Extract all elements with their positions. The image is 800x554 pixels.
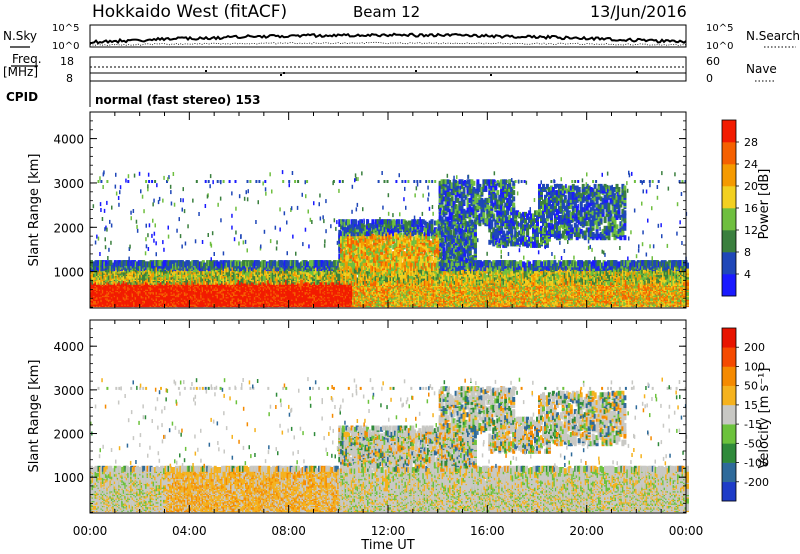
- freq-unit-label: [MHz]: [3, 65, 38, 79]
- nsearch-tick-top: 10^5: [706, 23, 733, 34]
- nsky-panel: N.Sky 10^5 10^0 10^5 10^0 N.Search: [3, 23, 800, 52]
- beam-label: Beam 12: [353, 3, 420, 21]
- freq-label: Freq.: [12, 52, 42, 66]
- nsearch-tick-bottom: 10^0: [706, 41, 733, 52]
- date-label: 13/Jun/2016: [590, 2, 687, 21]
- cpid-label: CPID: [6, 90, 38, 104]
- nsearch-trace: [90, 42, 686, 45]
- nsky-trace: [90, 34, 686, 43]
- nave-label: Nave: [746, 62, 777, 76]
- power-heatmap: [90, 170, 689, 307]
- freq-panel: Freq. [MHz] 18 8 60 0 Nave: [3, 52, 777, 85]
- freq-dot: [490, 74, 492, 76]
- freq-dot: [205, 70, 207, 72]
- nave-tick-top: 60: [706, 55, 720, 68]
- freq-tick-bottom: 8: [66, 72, 73, 85]
- cpid-text: normal (fast stereo) 153: [95, 93, 261, 107]
- nsky-tick-bottom: 10^0: [52, 41, 79, 52]
- nsky-label: N.Sky: [3, 29, 37, 43]
- nave-tick-bottom: 0: [706, 72, 713, 85]
- freq-dot: [636, 71, 638, 73]
- nsearch-label: N.Search: [746, 29, 800, 43]
- cpid-panel: CPID normal (fast stereo) 153: [6, 81, 261, 107]
- freq-dot: [280, 74, 282, 76]
- figure-title: Hokkaido West (fitACF): [92, 2, 287, 22]
- freq-dot: [283, 72, 285, 74]
- freq-tick-top: 18: [60, 55, 74, 68]
- freq-dot: [415, 70, 417, 72]
- nsky-tick-top: 10^5: [52, 23, 79, 34]
